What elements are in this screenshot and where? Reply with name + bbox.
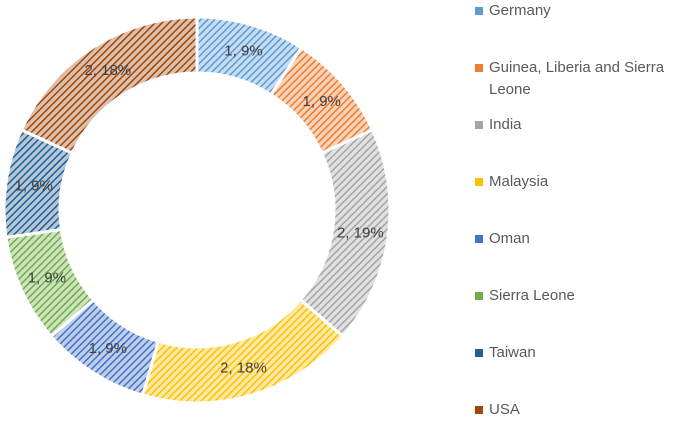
legend-item: USA — [475, 399, 685, 421]
legend-item: Oman — [475, 228, 685, 250]
legend-label: India — [489, 116, 522, 133]
data-label: 2, 19% — [337, 224, 384, 241]
legend-swatch — [475, 121, 483, 129]
donut-chart: 1, 9% 1, 9% 2, 19% 2, 18% 1, 9% 1, 9% 1, 9% 2, … — [2, 15, 392, 405]
legend-label: Malaysia — [489, 173, 549, 190]
data-label: 2, 18% — [84, 62, 131, 79]
legend-swatch — [475, 64, 483, 72]
data-label: 1, 9% — [224, 43, 262, 60]
legend-label: Guinea, Liberia and Sierra Leone — [489, 59, 665, 98]
legend-label: USA — [489, 401, 520, 418]
legend-swatch — [475, 349, 483, 357]
legend-swatch — [475, 7, 483, 15]
data-label: 1, 9% — [14, 177, 52, 194]
legend-swatch — [475, 178, 483, 186]
legend-label: Oman — [489, 230, 530, 247]
legend-label: Germany — [489, 2, 551, 19]
legend-item: Malaysia — [475, 171, 685, 193]
legend-item: India — [475, 114, 685, 136]
data-label: 2, 18% — [220, 359, 267, 376]
legend-item: Guinea, Liberia and Sierra Leone — [475, 57, 685, 101]
legend-swatch — [475, 292, 483, 300]
legend-item: Germany — [475, 0, 685, 22]
data-label: 1, 9% — [28, 270, 66, 287]
data-label: 1, 9% — [303, 93, 341, 110]
legend-item: Sierra Leone — [475, 285, 685, 307]
data-label: 1, 9% — [89, 340, 127, 357]
legend-label: Sierra Leone — [489, 287, 575, 304]
legend-label: Taiwan — [489, 344, 536, 361]
donut-slice — [19, 15, 199, 156]
legend-item: Taiwan — [475, 342, 685, 364]
legend-swatch — [475, 406, 483, 414]
legend-swatch — [475, 235, 483, 243]
donut-slice — [140, 297, 345, 405]
